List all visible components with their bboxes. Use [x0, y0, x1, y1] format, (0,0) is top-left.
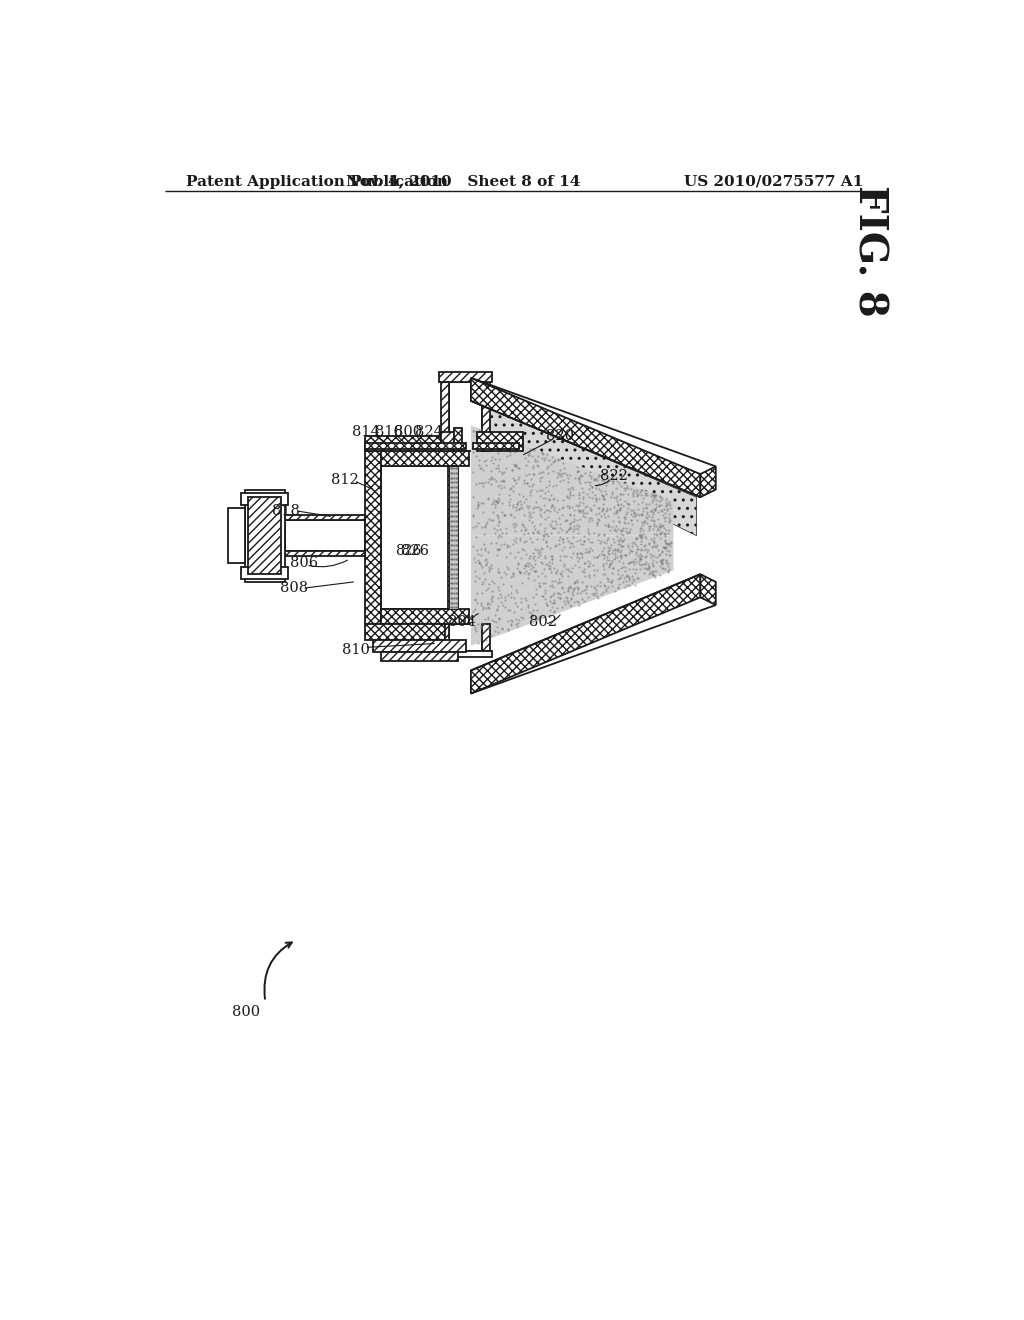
Bar [449, 381, 482, 451]
Bar [249, 498, 281, 574]
Bar [438, 651, 493, 657]
Bar [285, 552, 366, 557]
Bar [473, 444, 519, 449]
Text: 800: 800 [232, 1005, 260, 1019]
Bar [449, 466, 458, 609]
Bar [373, 640, 466, 652]
Text: Patent Application Publication: Patent Application Publication [186, 174, 449, 189]
Bar [381, 466, 458, 609]
Bar [366, 436, 441, 451]
Bar [381, 609, 469, 624]
Bar [441, 381, 449, 451]
Text: 822: 822 [600, 469, 628, 483]
Bar [381, 451, 469, 466]
Bar [366, 444, 466, 449]
Polygon shape [471, 401, 696, 536]
Text: US 2010/0275577 A1: US 2010/0275577 A1 [684, 174, 863, 189]
Polygon shape [471, 425, 674, 536]
Bar [285, 520, 366, 552]
Text: 806: 806 [290, 556, 317, 570]
Text: 800: 800 [393, 425, 422, 438]
Bar [441, 432, 454, 451]
Bar [241, 566, 289, 579]
Bar [482, 381, 490, 451]
Bar [227, 508, 245, 564]
Bar [454, 428, 462, 451]
Text: 814: 814 [352, 425, 380, 438]
Bar [285, 515, 366, 520]
Bar [449, 624, 482, 651]
Text: 818: 818 [272, 504, 300, 517]
Polygon shape [471, 378, 700, 498]
Text: 826: 826 [394, 544, 421, 558]
Polygon shape [471, 536, 674, 645]
Text: FIG. 8: FIG. 8 [851, 185, 889, 317]
Bar [366, 624, 444, 640]
Text: 824: 824 [415, 425, 442, 438]
Bar [438, 372, 493, 381]
Text: 802: 802 [529, 615, 557, 628]
Text: 808: 808 [280, 581, 308, 595]
Text: 804: 804 [447, 615, 476, 628]
Polygon shape [471, 574, 700, 693]
Bar [482, 624, 490, 651]
Text: 826: 826 [401, 544, 429, 558]
Text: 820: 820 [546, 429, 574, 442]
Text: 812: 812 [331, 474, 358, 487]
Bar [366, 451, 381, 624]
Bar [381, 652, 458, 661]
Polygon shape [700, 466, 716, 498]
Text: 810: 810 [342, 643, 370, 656]
Bar [245, 490, 285, 582]
Bar [477, 432, 523, 451]
Text: 816: 816 [375, 425, 402, 438]
Bar [241, 492, 289, 506]
Text: Nov. 4, 2010   Sheet 8 of 14: Nov. 4, 2010 Sheet 8 of 14 [346, 174, 581, 189]
Bar [447, 466, 458, 609]
Polygon shape [700, 574, 716, 605]
Bar [441, 624, 449, 651]
